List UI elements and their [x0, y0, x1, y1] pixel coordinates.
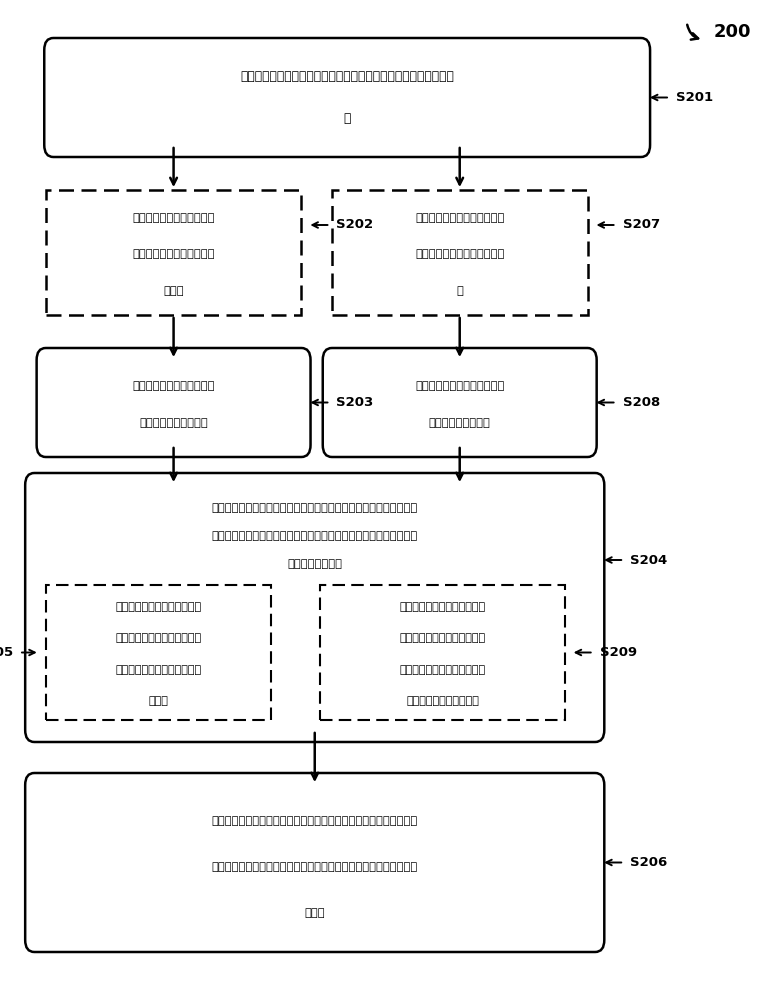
- Text: S207: S207: [623, 219, 660, 232]
- FancyBboxPatch shape: [37, 348, 311, 457]
- Text: 支持状态报告指示为支持设备: 支持状态报告指示为支持设备: [400, 633, 485, 643]
- Text: S204: S204: [630, 554, 668, 566]
- Bar: [46, 190, 301, 315]
- Text: 个切换请求，以便将所述至少一个用户设备切换到一个或多个候选小: 个切换请求，以便将所述至少一个用户设备切换到一个或多个候选小: [211, 862, 418, 872]
- Text: 或多个小区作为一个或多个候: 或多个小区作为一个或多个候: [115, 665, 201, 675]
- Text: 到设备支持状态报告: 到设备支持状态报告: [429, 418, 491, 428]
- Text: 从设备到设备支持状态报告选: 从设备到设备支持状态报告选: [115, 602, 201, 612]
- Text: 从至少一个相邻基站的一个或多个小区确定支持设备到设备通信的一: 从至少一个相邻基站的一个或多个小区确定支持设备到设备通信的一: [211, 531, 418, 541]
- Text: 求: 求: [456, 286, 463, 296]
- Bar: [332, 190, 588, 315]
- FancyBboxPatch shape: [25, 773, 604, 952]
- Bar: [46, 585, 271, 720]
- Text: 基于设备到设备支持状态报告和从至少一个用户设备接收的测量报告: 基于设备到设备支持状态报告和从至少一个用户设备接收的测量报告: [211, 503, 418, 513]
- Text: 个或多个候选小区: 个或多个候选小区: [287, 559, 343, 569]
- Text: 从具有正在进行的设备到设备通信的至少一个用户设备接收测量报: 从具有正在进行的设备到设备通信的至少一个用户设备接收测量报: [240, 70, 454, 83]
- Text: 作为一个或多个候选小区: 作为一个或多个候选小区: [406, 696, 479, 706]
- Text: 向至少一个相邻基站发送分别对应于一个或多个候选小区的一个或多: 向至少一个相邻基站发送分别对应于一个或多个候选小区的一个或多: [211, 816, 418, 826]
- FancyArrowPatch shape: [687, 25, 698, 40]
- FancyBboxPatch shape: [323, 348, 597, 457]
- Text: 向至少一个用户设备发送针: 向至少一个用户设备发送针: [132, 213, 215, 223]
- Text: S201: S201: [676, 91, 713, 104]
- Text: 向至少一个相邻基站发送针对: 向至少一个相邻基站发送针对: [415, 213, 504, 223]
- Text: 备到设备支持状态报告: 备到设备支持状态报告: [139, 418, 208, 428]
- Text: S206: S206: [630, 856, 668, 869]
- Text: 到设备通信的一个或多个小区: 到设备通信的一个或多个小区: [400, 665, 485, 675]
- Text: 的请求: 的请求: [163, 286, 184, 296]
- Text: S203: S203: [336, 396, 374, 409]
- Bar: [320, 585, 565, 720]
- Text: 对设备到设备支持状态报告: 对设备到设备支持状态报告: [132, 249, 215, 259]
- Text: 设备到设备支持状态报告的请: 设备到设备支持状态报告的请: [415, 249, 504, 259]
- Text: S208: S208: [623, 396, 660, 409]
- FancyBboxPatch shape: [25, 473, 604, 742]
- Text: 区之一: 区之一: [304, 908, 325, 918]
- Text: 200: 200: [713, 23, 751, 41]
- Text: 选小区: 选小区: [148, 696, 169, 706]
- Text: S202: S202: [336, 219, 374, 232]
- Text: 从至少一个用户设备接收设: 从至少一个用户设备接收设: [132, 381, 215, 391]
- FancyBboxPatch shape: [44, 38, 650, 157]
- Text: 择支持设备到设备通信的一个: 择支持设备到设备通信的一个: [115, 633, 201, 643]
- Text: 告: 告: [343, 112, 351, 125]
- Text: S209: S209: [600, 646, 637, 659]
- Text: 从至少一个相邻基站接收设备: 从至少一个相邻基站接收设备: [415, 381, 504, 391]
- Text: S205: S205: [0, 646, 13, 659]
- Text: 从测量报告选择由设备到设备: 从测量报告选择由设备到设备: [400, 602, 485, 612]
